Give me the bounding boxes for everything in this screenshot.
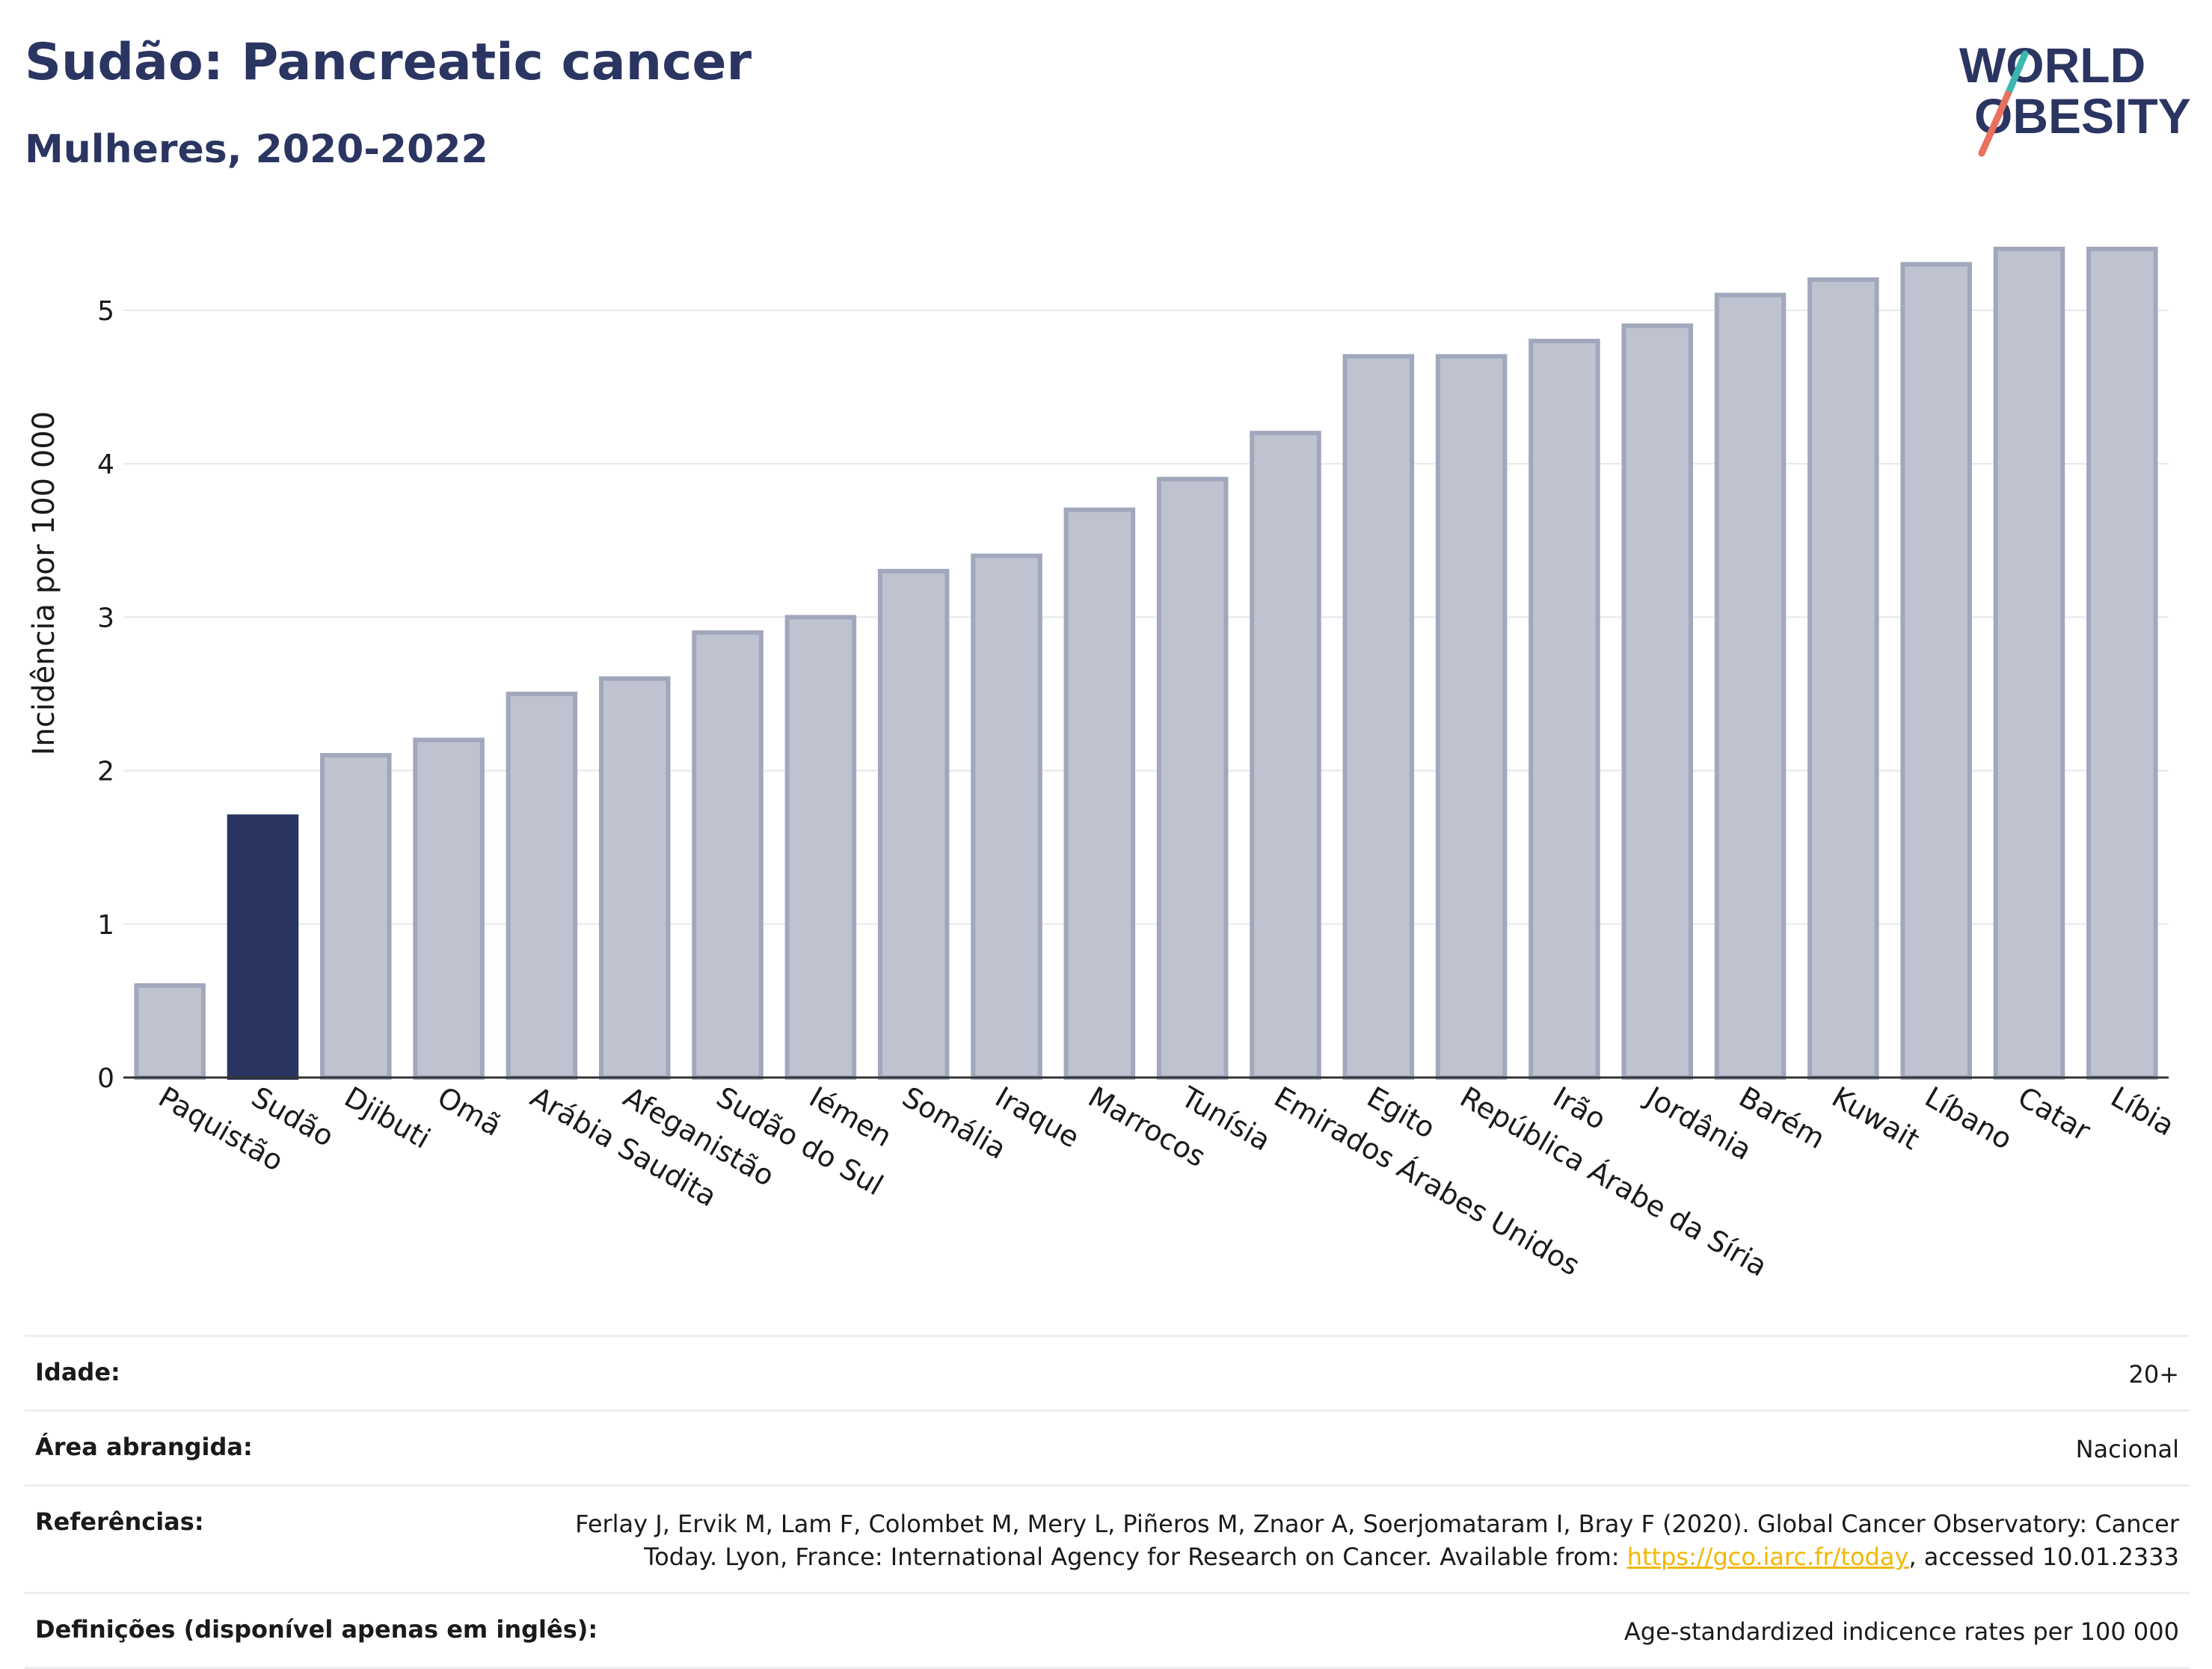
bar bbox=[1993, 246, 2065, 1080]
bar bbox=[1435, 354, 1508, 1080]
area-label: Área abrangida: bbox=[35, 1432, 253, 1461]
bar bbox=[506, 692, 578, 1080]
x-tick-label: Omã bbox=[432, 1081, 507, 1143]
bar bbox=[1529, 339, 1600, 1081]
bar bbox=[1900, 262, 1972, 1081]
info-row-definitions: Definições (disponível apenas em inglês)… bbox=[25, 1592, 2190, 1669]
x-tick-label: Líbano bbox=[1920, 1081, 2018, 1156]
definitions-value: Age-standardized indicence rates per 100… bbox=[1623, 1617, 2179, 1647]
references-text: Ferlay J, Ervik M, Lam F, Colombet M, Me… bbox=[575, 1509, 2179, 1572]
logo-slash-teal bbox=[2004, 50, 2029, 98]
bar bbox=[784, 615, 857, 1080]
info-row-references: Referências: Ferlay J, Ervik M, Lam F, C… bbox=[25, 1484, 2190, 1593]
definitions-label: Definições (disponível apenas em inglês)… bbox=[35, 1615, 598, 1644]
page-title: Sudão: Pancreatic cancer bbox=[25, 33, 752, 92]
bar bbox=[1807, 277, 1879, 1081]
bar bbox=[1063, 507, 1136, 1080]
bar bbox=[134, 983, 206, 1081]
bar bbox=[692, 630, 764, 1080]
x-tick-label: Jordânia bbox=[1639, 1080, 1757, 1167]
bar bbox=[971, 553, 1042, 1080]
age-value: 20+ bbox=[2128, 1360, 2179, 1389]
bar bbox=[413, 737, 485, 1080]
bars bbox=[134, 246, 2158, 1081]
x-tick-label: Irão bbox=[1547, 1081, 1612, 1137]
logo-obesity-text: OBESITY bbox=[1974, 88, 2191, 144]
bar bbox=[1342, 354, 1415, 1080]
bar bbox=[598, 676, 671, 1080]
y-axis-ticks: 0 1 2 3 4 5 bbox=[97, 296, 114, 1094]
references-value: Ferlay J, Ervik M, Lam F, Colombet M, Me… bbox=[571, 1507, 2179, 1575]
logo-slash-red bbox=[1978, 90, 2012, 157]
x-tick-label: Líbia bbox=[2105, 1081, 2180, 1143]
y-axis-label: Incidência por 100 000 bbox=[27, 411, 61, 755]
references-suffix: , accessed 10.01.2333 bbox=[1908, 1543, 2179, 1572]
logo-world-text: WORLD bbox=[1959, 37, 2145, 93]
page-subtitle: Mulheres, 2020-2022 bbox=[25, 127, 488, 172]
info-row-area: Área abrangida: Nacional bbox=[25, 1409, 2190, 1484]
bar bbox=[1250, 431, 1321, 1080]
x-tick-label: Kuwait bbox=[1826, 1081, 1925, 1157]
x-tick-label: República Árabe da Síria bbox=[1454, 1081, 1772, 1283]
bar bbox=[877, 568, 950, 1080]
age-label: Idade: bbox=[35, 1358, 120, 1386]
bar bbox=[1156, 476, 1229, 1080]
bar bbox=[320, 753, 392, 1081]
y-tick-label: 1 bbox=[97, 910, 114, 941]
y-tick-label: 5 bbox=[97, 296, 114, 327]
world-obesity-logo: WORLD OBESITY bbox=[1959, 37, 2191, 157]
x-tick-label: Somália bbox=[897, 1081, 1012, 1166]
bar bbox=[2086, 246, 2158, 1080]
x-tick-label: Catar bbox=[2012, 1081, 2096, 1148]
y-tick-label: 2 bbox=[97, 757, 114, 787]
y-tick-label: 4 bbox=[97, 449, 114, 480]
references-link[interactable]: https://gco.iarc.fr/today bbox=[1626, 1543, 1909, 1572]
bar-highlighted bbox=[227, 814, 299, 1081]
bar bbox=[1714, 292, 1787, 1081]
x-tick-label: Djibuti bbox=[339, 1081, 435, 1155]
bar bbox=[1621, 323, 1694, 1080]
references-label: Referências: bbox=[35, 1507, 204, 1536]
y-tick-label: 0 bbox=[97, 1063, 114, 1094]
y-tick-label: 3 bbox=[97, 603, 114, 633]
area-value: Nacional bbox=[2075, 1434, 2179, 1463]
info-table: Idade: 20+ Área abrangida: Nacional Refe… bbox=[25, 1335, 2190, 1669]
info-row-age: Idade: 20+ bbox=[25, 1335, 2190, 1410]
